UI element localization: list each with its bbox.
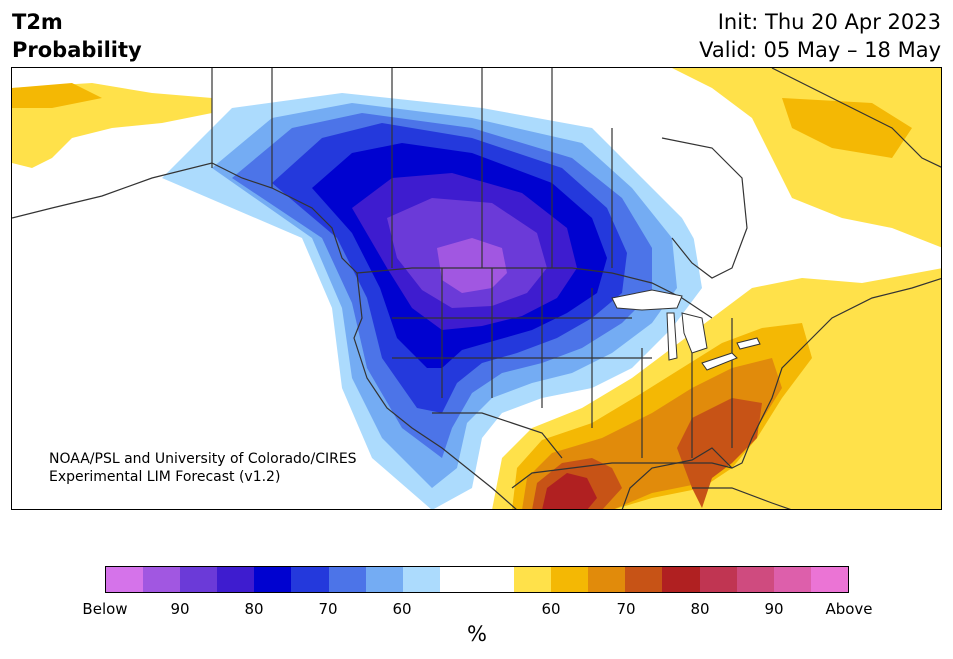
contour-yellow-north [12,68,941,248]
colorbar-tick-label: 80 [244,600,264,618]
credit-line-1: NOAA/PSL and University of Colorado/CIRE… [49,451,357,467]
colorbar-swatch [662,567,700,592]
colorbar-swatch [625,567,663,592]
province-lines [211,68,613,268]
colorbar-swatch [143,567,181,592]
colorbar-swatch [736,567,774,592]
credit-text: NOAA/PSL and University of Colorado/CIRE… [49,450,357,486]
colorbar-tick-label: Above [825,600,873,618]
colorbar-tick-label: 80 [690,600,710,618]
map-title: T2m Probability [12,8,142,64]
contour-cold-95 [437,238,507,293]
colorbar-swatch [291,567,329,592]
colorbar-swatch [180,567,218,592]
colorbar-swatch [217,567,255,592]
lake-huron [681,312,708,354]
north-america-outline [12,162,517,509]
contour-warm-75 [532,398,762,509]
us-mexico-border [432,412,563,459]
colorbar-swatch [699,567,737,592]
east-coast-outline [621,278,941,509]
lake-ontario [736,337,761,350]
lake-superior [611,289,683,311]
colorbar-swatch [254,567,292,592]
colorbar-tick-label: 60 [541,600,561,618]
colorbar-tick-label: 60 [392,600,412,618]
colorbar-swatch [551,567,589,592]
init-date: Init: Thu 20 Apr 2023 [717,10,941,34]
colorbar-tick-label: 90 [170,600,190,618]
land-outlines [12,68,941,509]
colorbar-swatch [773,567,811,592]
contour-hudson-white [667,118,782,268]
colorbar-swatch [365,567,403,592]
date-info: Init: Thu 20 Apr 2023 Valid: 05 May – 18… [699,8,941,64]
colorbar-swatch [106,567,144,592]
colorbar-tick-label: 70 [616,600,636,618]
colorbar-tick-label: Below [82,600,128,618]
colorbar-tick-label: 70 [318,600,338,618]
variable-label: T2m [12,10,63,34]
gulf-coast-outline [511,462,733,489]
colorbar-swatch [439,567,477,592]
forecast-map [11,67,942,510]
colorbar-tick-label: 90 [764,600,784,618]
colorbar-swatch [476,567,515,592]
product-label: Probability [12,38,142,62]
credit-line-2: Experimental LIM Forecast (v1.2) [49,469,281,485]
state-lines [392,268,733,458]
lake-erie [701,352,738,371]
colorbar-swatch [328,567,366,592]
hudson-bay-outline [661,137,748,279]
cuba-outline [692,487,791,509]
colorbar-swatch [514,567,552,592]
valid-range: Valid: 05 May – 18 May [699,38,941,62]
great-lakes [611,289,761,371]
colorbar-swatch [810,567,848,592]
contour-warm-80 [542,473,597,509]
colorbar-swatch [588,567,626,592]
lake-michigan [666,312,678,361]
map-canvas [12,68,941,509]
colorbar-swatch [402,567,440,592]
greenland-outline [771,68,941,168]
colorbar [105,566,849,593]
colorbar-unit: % [467,622,487,646]
